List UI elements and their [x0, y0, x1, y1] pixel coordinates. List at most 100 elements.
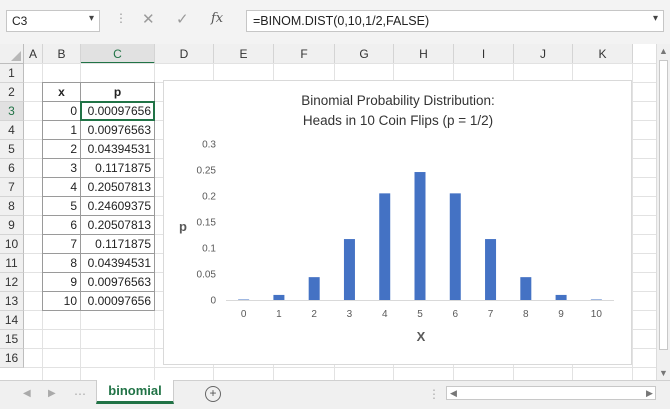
expand-formula-icon[interactable]: ▾ [652, 13, 658, 24]
bar-2[interactable] [308, 277, 320, 300]
x-axis-label: X [417, 329, 426, 344]
bar-3[interactable] [343, 239, 355, 300]
scroll-down-icon[interactable]: ▼ [659, 368, 668, 378]
add-sheet-icon[interactable]: + [205, 386, 221, 402]
chart-subtitle: Heads in 10 Coin Flips (p = 1/2) [303, 113, 493, 128]
scroll-left-icon[interactable]: ◀ [450, 388, 457, 398]
table-cell-x[interactable]: 6 [43, 216, 81, 235]
insert-function-icon[interactable]: fx [211, 11, 224, 26]
next-sheet-icon[interactable]: ▶ [48, 388, 56, 399]
x-tick-label: 6 [452, 309, 458, 320]
row-header-3[interactable]: 3 [0, 102, 24, 121]
table-cell-x[interactable]: 10 [43, 292, 81, 311]
sheet-tab-bar: ◀ ▶ ⋯ binomial + ⋮ ◀ ▶ [0, 380, 670, 409]
formula-input[interactable]: =BINOM.DIST(0,10,1/2,FALSE) ▾ [246, 10, 664, 32]
select-all-icon [11, 51, 21, 61]
y-axis-label: p [179, 219, 187, 234]
drag-handle-icon[interactable]: ⋮ [115, 11, 127, 25]
y-tick-label: 0.05 [197, 270, 217, 281]
formula-text: =BINOM.DIST(0,10,1/2,FALSE) [253, 14, 430, 28]
table-cell-x[interactable]: 2 [43, 140, 81, 159]
row-header-15[interactable]: 15 [0, 330, 24, 349]
horizontal-scrollbar[interactable] [446, 386, 656, 400]
table-cell-p[interactable]: 0.20507813 [81, 216, 155, 235]
bar-9[interactable] [555, 294, 567, 300]
y-tick-label: 0.25 [197, 166, 217, 177]
bar-10[interactable] [590, 299, 602, 301]
chart-title: Binomial Probability Distribution: [301, 93, 495, 108]
name-box[interactable]: C3 ▾ [6, 10, 100, 32]
table-cell-p[interactable]: 0.20507813 [81, 178, 155, 197]
table-cell-x[interactable]: 5 [43, 197, 81, 216]
table-cell-p[interactable]: 0.00097656 [81, 102, 155, 121]
scroll-up-icon[interactable]: ▲ [659, 46, 668, 56]
formula-bar: C3 ▾ ⋮ ✕ ✓ fx =BINOM.DIST(0,10,1/2,FALSE… [0, 0, 670, 44]
row-header-2[interactable]: 2 [0, 83, 24, 102]
x-tick-label: 10 [591, 309, 603, 320]
row-header-8[interactable]: 8 [0, 197, 24, 216]
table-cell-x[interactable]: 0 [43, 102, 81, 121]
x-tick-label: 4 [382, 309, 388, 320]
table-cell-p[interactable]: 0.00976563 [81, 273, 155, 292]
row-header-10[interactable]: 10 [0, 235, 24, 254]
row-header-14[interactable]: 14 [0, 311, 24, 330]
cancel-icon[interactable]: ✕ [142, 11, 155, 28]
enter-check-icon[interactable]: ✓ [176, 11, 189, 28]
row-header-9[interactable]: 9 [0, 216, 24, 235]
more-sheets-icon[interactable]: ⋯ [74, 387, 86, 401]
previous-sheet-icon[interactable]: ◀ [23, 388, 31, 399]
y-tick-label: 0 [210, 296, 216, 307]
x-tick-label: 0 [241, 309, 247, 320]
y-tick-label: 0.2 [202, 192, 216, 203]
table-cell-p[interactable]: 0.24609375 [81, 197, 155, 216]
name-box-value: C3 [12, 14, 28, 28]
row-header-6[interactable]: 6 [0, 159, 24, 178]
vertical-scrollbar[interactable]: ▲ ▼ [656, 44, 670, 380]
table-header-p[interactable]: p [81, 83, 155, 102]
scroll-right-icon[interactable]: ▶ [646, 388, 653, 398]
row-header-1[interactable]: 1 [0, 64, 24, 83]
table-cell-x[interactable]: 1 [43, 121, 81, 140]
x-tick-label: 5 [417, 309, 423, 320]
bar-0[interactable] [238, 299, 250, 301]
x-tick-label: 9 [558, 309, 564, 320]
chart[interactable]: Binomial Probability Distribution: Heads … [163, 80, 632, 365]
table-cell-p[interactable]: 0.04394531 [81, 254, 155, 273]
vertical-scroll-thumb[interactable] [659, 60, 668, 350]
row-header-5[interactable]: 5 [0, 140, 24, 159]
x-tick-label: 8 [523, 309, 529, 320]
row-header-16[interactable]: 16 [0, 349, 24, 368]
bar-1[interactable] [273, 294, 285, 300]
bar-4[interactable] [379, 193, 391, 300]
table-cell-p[interactable]: 0.1171875 [81, 235, 155, 254]
x-tick-label: 1 [276, 309, 282, 320]
chevron-down-icon[interactable]: ▾ [88, 13, 94, 24]
bar-8[interactable] [520, 277, 532, 300]
split-handle-icon[interactable]: ⋮ [428, 387, 440, 401]
table-cell-x[interactable]: 3 [43, 159, 81, 178]
x-tick-label: 2 [311, 309, 317, 320]
table-cell-p[interactable]: 0.00976563 [81, 121, 155, 140]
x-tick-label: 7 [488, 309, 494, 320]
chart-svg: Binomial Probability Distribution: Heads … [179, 93, 614, 344]
table-cell-x[interactable]: 8 [43, 254, 81, 273]
table-cell-p[interactable]: 0.1171875 [81, 159, 155, 178]
table-cell-x[interactable]: 9 [43, 273, 81, 292]
table-header-x[interactable]: x [43, 83, 81, 102]
table-cell-p[interactable]: 0.04394531 [81, 140, 155, 159]
row-header-12[interactable]: 12 [0, 273, 24, 292]
select-all-button[interactable] [0, 44, 24, 64]
row-header-7[interactable]: 7 [0, 178, 24, 197]
row-header-4[interactable]: 4 [0, 121, 24, 140]
table-cell-p[interactable]: 0.00097656 [81, 292, 155, 311]
bar-7[interactable] [485, 239, 497, 300]
x-tick-label: 3 [347, 309, 353, 320]
bar-6[interactable] [449, 193, 461, 300]
table-cell-x[interactable]: 7 [43, 235, 81, 254]
row-header-11[interactable]: 11 [0, 254, 24, 273]
table-cell-x[interactable]: 4 [43, 178, 81, 197]
row-header-13[interactable]: 13 [0, 292, 24, 311]
bar-5[interactable] [414, 172, 426, 300]
sheet-tab-binomial[interactable]: binomial [96, 380, 174, 404]
